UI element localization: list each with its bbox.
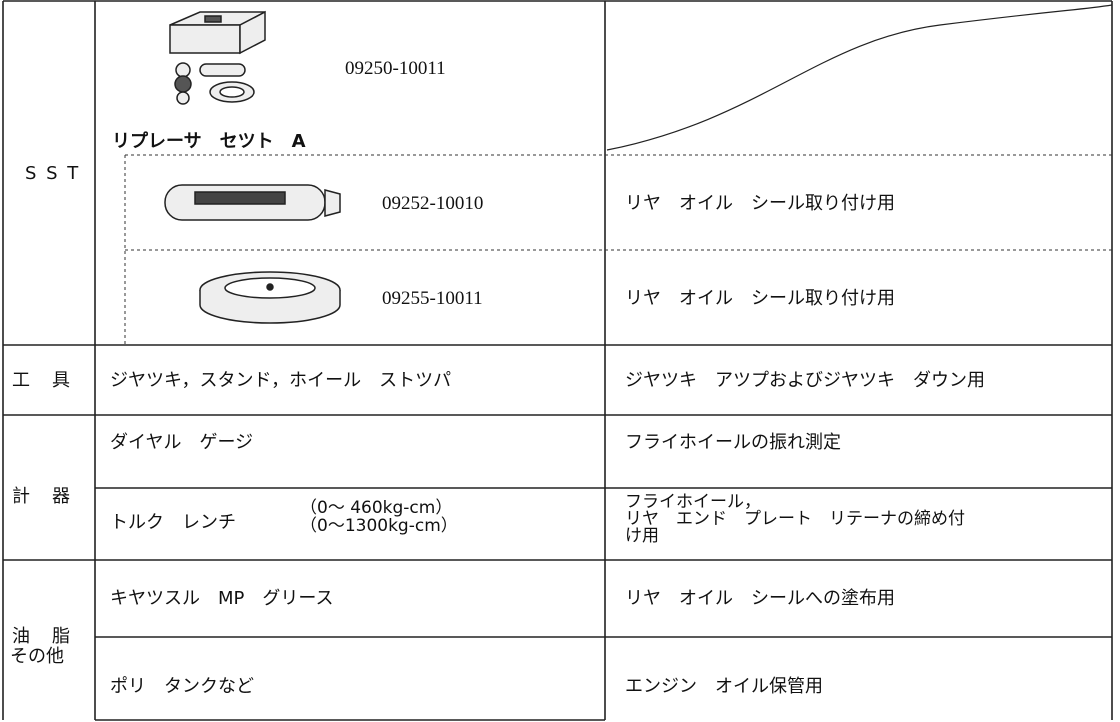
part-number: 09255-10011 [382,288,483,309]
use: ジヤツキ アツプおよびジヤツキ ダウン用 [625,370,985,391]
item: トルク レンチ [110,512,236,533]
tool-name: リプレーサ セツト A [112,131,306,152]
use: フライホイールの振れ測定 [625,432,841,453]
use: リヤ オイル シール取り付け用 [625,193,895,214]
item: ダイヤル ゲージ [110,432,254,453]
section-label: 工 具 [12,370,72,391]
item: キヤツスル MP グリース [110,588,334,609]
use: リヤ オイル シールへの塗布用 [625,588,895,609]
use: リヤ オイル シール取り付け用 [625,288,895,309]
tool-illustrations [164,10,341,324]
use: エンジン オイル保管用 [625,676,823,697]
section-label: その他 [10,646,64,667]
section-label: 油 脂 [12,626,72,647]
section-label: S S T [25,163,81,184]
item: ジヤツキ，スタンド，ホイール ストツパ [110,370,452,391]
section-label: 計 器 [12,486,72,507]
part-number: 09250-10011 [345,58,446,79]
use: フライホイール， [625,492,761,512]
range: （0～ 460kg-cm） [300,498,453,518]
use: け用 [625,526,659,546]
use: リヤ エンド プレート リテーナの締め付 [625,509,965,529]
range: （0～1300kg-cm） [300,516,458,536]
item: ポリ タンクなど [110,676,254,697]
part-number: 09252-10010 [382,193,484,214]
